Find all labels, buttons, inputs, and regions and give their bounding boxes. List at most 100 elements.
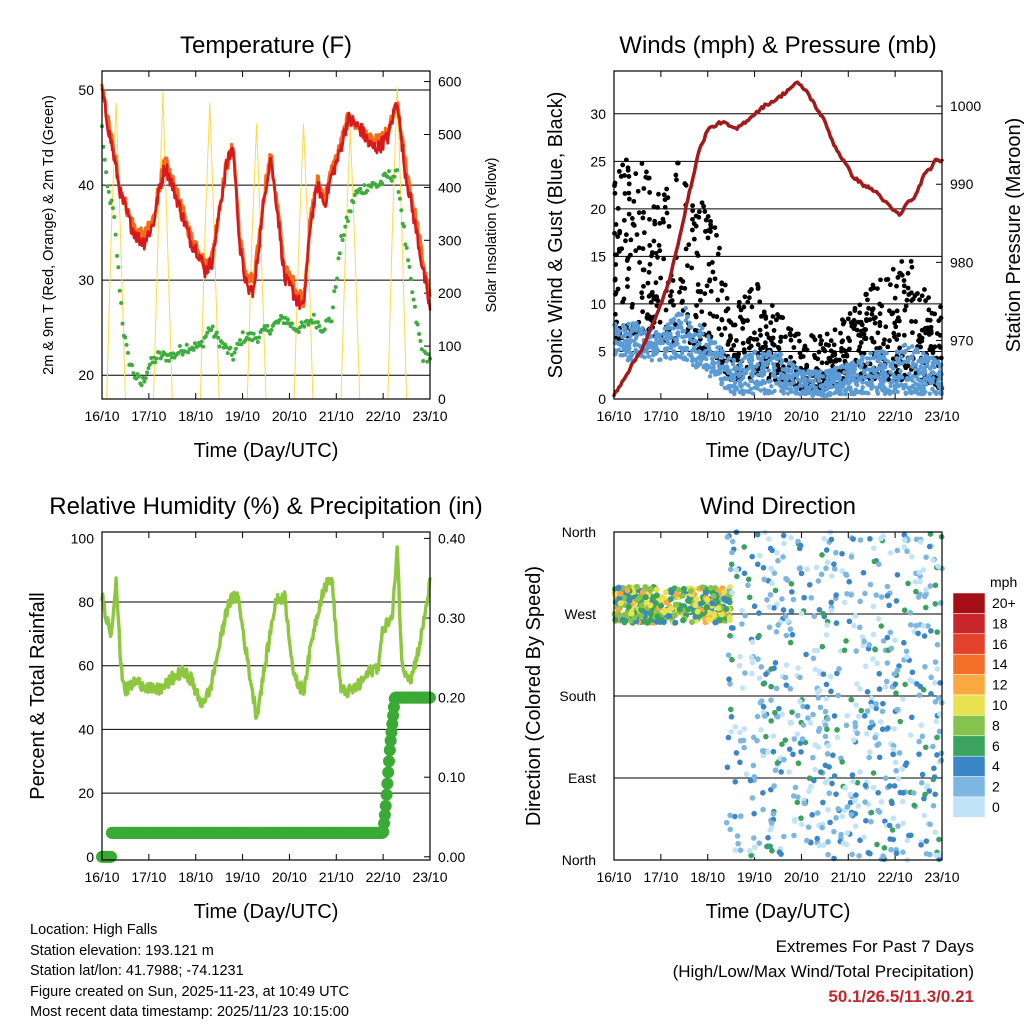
sonic-wind-point (903, 390, 908, 395)
dewpoint-point (335, 276, 340, 281)
direction-point (768, 565, 774, 572)
direction-point (639, 589, 646, 596)
direction-point (893, 850, 900, 857)
dewpoint-point (329, 319, 334, 324)
dewpoint-point (396, 190, 401, 195)
direction-point (904, 654, 910, 660)
direction-point (794, 712, 801, 719)
recent-timestamp: Most recent data timestamp: 2025/11/23 1… (30, 1004, 349, 1020)
direction-point (782, 674, 789, 681)
direction-point (751, 773, 758, 780)
dewpoint-point (232, 350, 237, 355)
x-tick-label: 20/10 (272, 869, 307, 885)
sonic-wind-point (699, 351, 704, 356)
gust-point (727, 333, 733, 339)
sonic-wind-point (678, 324, 683, 330)
direction-point (849, 851, 855, 858)
dewpoint-point (146, 366, 151, 371)
gust-point (621, 296, 627, 302)
gust-point (748, 335, 753, 341)
sonic-wind-point (715, 345, 720, 350)
y-right-tick-label: 0.00 (438, 849, 465, 865)
speed-legend-swatch (952, 674, 986, 696)
direction-point (916, 751, 922, 757)
gust-point (757, 299, 763, 305)
direction-point (819, 552, 825, 558)
direction-point (768, 683, 774, 690)
dewpoint-point (240, 330, 245, 335)
gust-point (869, 335, 875, 341)
sonic-wind-point (629, 329, 634, 334)
direction-point (730, 625, 736, 631)
direction-point (876, 686, 883, 692)
sonic-wind-point (616, 347, 622, 353)
direction-point (839, 550, 845, 557)
direction-point (870, 656, 876, 662)
direction-point (726, 614, 733, 621)
direction-point (776, 705, 782, 712)
direction-point (624, 587, 631, 594)
gust-point (832, 350, 837, 355)
direction-point (888, 645, 895, 652)
sonic-wind-point (756, 356, 761, 361)
sonic-wind-point (896, 361, 902, 367)
direction-point (783, 575, 789, 582)
direction-point (760, 752, 767, 759)
direction-point (760, 703, 767, 710)
direction-point (833, 620, 840, 626)
sonic-wind-point (657, 357, 662, 363)
direction-point (808, 783, 814, 790)
direction-point (814, 647, 821, 654)
direction-point (798, 749, 804, 755)
direction-point (852, 723, 859, 730)
sonic-wind-point (740, 357, 745, 363)
dewpoint-point (269, 327, 274, 332)
gust-point (651, 238, 657, 244)
sonic-wind-point (916, 367, 921, 373)
sonic-wind-point (697, 323, 703, 328)
gust-point (909, 298, 915, 303)
x-tick-label: 22/10 (878, 408, 913, 424)
dewpoint-point (255, 340, 260, 345)
sonic-wind-point (669, 345, 674, 351)
y-tick-label: 20 (78, 785, 94, 801)
sonic-wind-point (785, 391, 791, 396)
direction-point (844, 830, 850, 836)
sonic-wind-point (917, 371, 922, 376)
direction-point (892, 759, 899, 766)
sonic-wind-point (921, 370, 926, 375)
sonic-wind-point (748, 378, 753, 384)
direction-point (899, 766, 906, 772)
sonic-wind-point (807, 373, 813, 379)
direction-point (825, 807, 831, 813)
y-tick-label: 30 (78, 272, 94, 288)
direction-point (885, 725, 891, 731)
sonic-wind-point (696, 363, 701, 368)
dewpoint-point (343, 224, 348, 229)
direction-point (891, 726, 897, 732)
direction-point (878, 594, 885, 600)
sonic-wind-point (663, 354, 668, 359)
humidity-axes-frame (101, 531, 431, 861)
direction-point (824, 622, 830, 628)
gust-point (661, 256, 667, 262)
direction-point (790, 596, 797, 603)
direction-point (821, 535, 827, 542)
gust-point (717, 245, 722, 251)
direction-point (758, 664, 765, 670)
direction-point (894, 667, 901, 674)
direction-point (625, 603, 632, 610)
y-right-tick-label: 1000 (950, 98, 981, 114)
sonic-wind-point (888, 380, 893, 386)
direction-point (921, 795, 927, 802)
direction-point (899, 798, 906, 805)
gust-point (656, 191, 661, 197)
direction-point (932, 659, 939, 665)
gust-point (649, 250, 655, 255)
direction-point (644, 619, 651, 626)
wind-direction-ylabel: Direction (Colored By Speed) (523, 566, 545, 826)
gust-point (736, 299, 742, 305)
direction-point (922, 791, 928, 798)
sonic-wind-point (710, 340, 716, 346)
direction-point (672, 601, 679, 608)
